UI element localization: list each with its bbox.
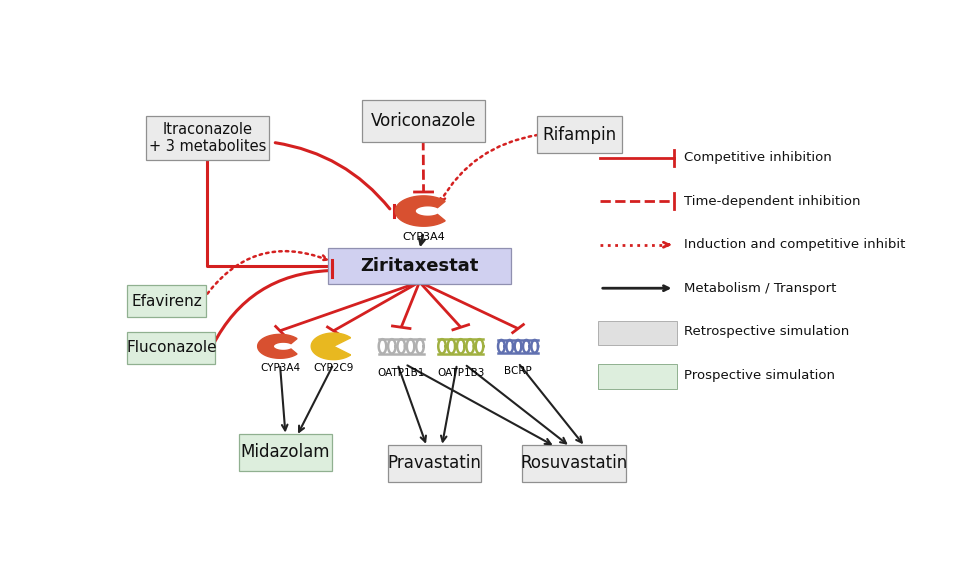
FancyBboxPatch shape xyxy=(128,332,215,364)
Text: Rifampin: Rifampin xyxy=(542,126,616,143)
FancyBboxPatch shape xyxy=(239,434,332,471)
Text: Efavirenz: Efavirenz xyxy=(132,294,202,309)
Text: Rosuvastatin: Rosuvastatin xyxy=(520,454,628,472)
FancyBboxPatch shape xyxy=(598,321,677,346)
Text: OATP1B1: OATP1B1 xyxy=(377,367,425,378)
FancyBboxPatch shape xyxy=(128,285,205,317)
Text: Induction and competitive inhibit: Induction and competitive inhibit xyxy=(684,238,905,251)
FancyBboxPatch shape xyxy=(537,116,622,153)
Text: Ziritaxestat: Ziritaxestat xyxy=(360,257,479,275)
FancyBboxPatch shape xyxy=(598,364,677,389)
Text: Retrospective simulation: Retrospective simulation xyxy=(684,325,850,338)
Text: Itraconazole
+ 3 metabolites: Itraconazole + 3 metabolites xyxy=(149,122,266,154)
FancyBboxPatch shape xyxy=(146,116,269,160)
Text: Pravastatin: Pravastatin xyxy=(388,454,481,472)
FancyBboxPatch shape xyxy=(362,100,485,142)
Text: CYP3A4: CYP3A4 xyxy=(260,363,300,373)
Text: Competitive inhibition: Competitive inhibition xyxy=(684,151,831,164)
FancyBboxPatch shape xyxy=(522,445,626,482)
Text: Time-dependent inhibition: Time-dependent inhibition xyxy=(684,195,860,208)
Text: Voriconazole: Voriconazole xyxy=(371,112,476,130)
Text: CYP3A4: CYP3A4 xyxy=(402,232,444,242)
Text: BCRP: BCRP xyxy=(504,366,532,376)
Text: OATP1B3: OATP1B3 xyxy=(437,367,485,378)
FancyBboxPatch shape xyxy=(328,248,511,284)
Polygon shape xyxy=(311,333,350,359)
Text: Prospective simulation: Prospective simulation xyxy=(684,369,835,382)
FancyBboxPatch shape xyxy=(388,445,481,482)
Text: Metabolism / Transport: Metabolism / Transport xyxy=(684,282,836,295)
Polygon shape xyxy=(257,334,297,358)
Text: Fluconazole: Fluconazole xyxy=(126,340,217,355)
Text: CYP2C9: CYP2C9 xyxy=(313,363,353,373)
Polygon shape xyxy=(396,196,445,226)
Text: Midazolam: Midazolam xyxy=(241,444,330,461)
